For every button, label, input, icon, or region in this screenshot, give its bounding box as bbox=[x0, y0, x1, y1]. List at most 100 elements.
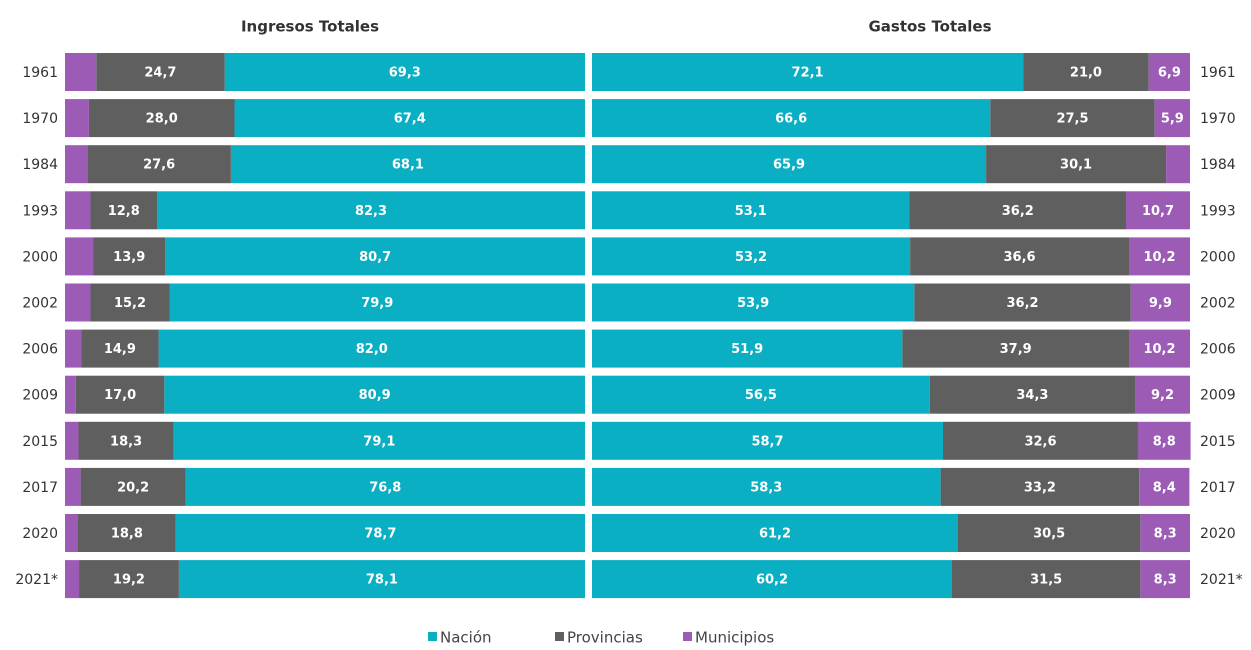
data-label: 80,7 bbox=[359, 250, 391, 265]
bar-segment bbox=[1137, 421, 1191, 460]
legend-label: Nación bbox=[440, 629, 492, 647]
data-label: 65,9 bbox=[773, 158, 805, 173]
y-tick-label: 2020 bbox=[22, 526, 58, 542]
data-label: 27,6 bbox=[143, 158, 175, 173]
bar-segment bbox=[1140, 514, 1190, 552]
data-label: 8,3 bbox=[1154, 573, 1177, 588]
data-label: 12,8 bbox=[108, 204, 140, 219]
bar-segment bbox=[78, 514, 176, 552]
bar-segment bbox=[1130, 283, 1190, 322]
y-tick-label: 1993 bbox=[22, 203, 58, 219]
bar-segment bbox=[592, 53, 1024, 91]
data-label: 79,1 bbox=[363, 434, 395, 449]
data-label: 5,9 bbox=[1161, 112, 1184, 127]
legend-swatch bbox=[428, 632, 437, 641]
bar-segment bbox=[1139, 467, 1190, 506]
data-label: 68,1 bbox=[392, 158, 424, 173]
data-label: 19,2 bbox=[113, 573, 145, 588]
bar-segment bbox=[592, 329, 903, 368]
bar-segment bbox=[234, 99, 585, 138]
bar-segment bbox=[65, 99, 89, 138]
data-label: 24,7 bbox=[144, 66, 176, 81]
y-tick-label: 2015 bbox=[1200, 434, 1236, 450]
bar-segment bbox=[1023, 53, 1149, 91]
y-tick-label: 2000 bbox=[1200, 249, 1236, 265]
data-label: 67,4 bbox=[394, 112, 426, 127]
bar-segment bbox=[65, 329, 82, 368]
data-label: 9,2 bbox=[1151, 388, 1174, 403]
bar-segment bbox=[592, 283, 915, 322]
data-label: 20,2 bbox=[117, 480, 149, 495]
bar-segment bbox=[65, 145, 88, 184]
bar-segment bbox=[592, 421, 944, 460]
data-label: 53,2 bbox=[735, 250, 767, 265]
y-tick-label: 1961 bbox=[1200, 65, 1236, 81]
y-tick-label: 2020 bbox=[1200, 526, 1236, 542]
legend-label: Provincias bbox=[567, 629, 643, 647]
bar-segment bbox=[943, 421, 1138, 460]
data-label: 36,2 bbox=[1007, 296, 1039, 311]
bar-segment bbox=[592, 237, 911, 276]
y-tick-label: 2021* bbox=[15, 572, 58, 588]
bar-segment bbox=[65, 421, 79, 460]
bar-segment bbox=[230, 145, 585, 184]
bar-segment bbox=[79, 560, 179, 599]
bar-segment bbox=[592, 375, 930, 414]
data-label: 32,6 bbox=[1024, 434, 1056, 449]
bar-segment bbox=[65, 375, 76, 414]
bar-segment bbox=[157, 191, 586, 230]
y-tick-label: 2006 bbox=[22, 342, 58, 358]
bar-segment bbox=[175, 514, 585, 552]
bar-segment bbox=[592, 191, 910, 230]
bar-segment bbox=[169, 283, 585, 322]
legend-swatch bbox=[683, 632, 692, 641]
bar-segment bbox=[65, 467, 81, 506]
bar-segment bbox=[96, 53, 225, 91]
bar-segment bbox=[957, 514, 1141, 552]
bar-segment bbox=[65, 53, 97, 91]
bar-segment bbox=[592, 467, 941, 506]
bar-segment bbox=[990, 99, 1155, 138]
y-tick-label: 1970 bbox=[1200, 111, 1236, 127]
data-label: 60,2 bbox=[756, 573, 788, 588]
bar-segment bbox=[80, 467, 186, 506]
bar-segment bbox=[178, 560, 585, 599]
bar-segment bbox=[592, 560, 952, 599]
data-label: 18,8 bbox=[111, 527, 143, 542]
y-tick-label: 1970 bbox=[22, 111, 58, 127]
data-label: 78,7 bbox=[364, 527, 396, 542]
bar-segment bbox=[65, 283, 91, 322]
data-label: 82,3 bbox=[355, 204, 387, 219]
chart-title: Gastos Totales bbox=[868, 18, 991, 36]
data-label: 14,9 bbox=[104, 342, 136, 357]
y-tick-label: 1984 bbox=[22, 157, 58, 173]
data-label: 51,9 bbox=[731, 342, 763, 357]
data-label: 8,4 bbox=[1153, 480, 1176, 495]
data-label: 6,9 bbox=[1158, 66, 1181, 81]
legend-swatch bbox=[555, 632, 564, 641]
y-tick-label: 2002 bbox=[1200, 296, 1236, 312]
y-tick-label: 1993 bbox=[1200, 203, 1236, 219]
bar-segment bbox=[1154, 99, 1190, 138]
y-tick-label: 2021* bbox=[1200, 572, 1243, 588]
bar-segment bbox=[65, 237, 94, 276]
y-tick-label: 2006 bbox=[1200, 342, 1236, 358]
bar-segment bbox=[940, 467, 1140, 506]
data-label: 69,3 bbox=[389, 66, 421, 81]
data-label: 72,1 bbox=[792, 66, 824, 81]
data-label: 8,8 bbox=[1153, 434, 1176, 449]
y-tick-label: 2009 bbox=[22, 388, 58, 404]
bar-segment bbox=[1166, 145, 1190, 184]
data-label: 18,3 bbox=[110, 434, 142, 449]
bar-segment bbox=[75, 375, 165, 414]
y-tick-label: 1984 bbox=[1200, 157, 1236, 173]
bar-segment bbox=[910, 237, 1130, 276]
bar-segment bbox=[1129, 237, 1190, 276]
data-label: 34,3 bbox=[1016, 388, 1048, 403]
data-label: 8,3 bbox=[1154, 527, 1177, 542]
bar-segment bbox=[902, 329, 1130, 368]
data-label: 10,7 bbox=[1142, 204, 1174, 219]
data-label: 30,1 bbox=[1060, 158, 1092, 173]
y-tick-label: 2000 bbox=[22, 249, 58, 265]
